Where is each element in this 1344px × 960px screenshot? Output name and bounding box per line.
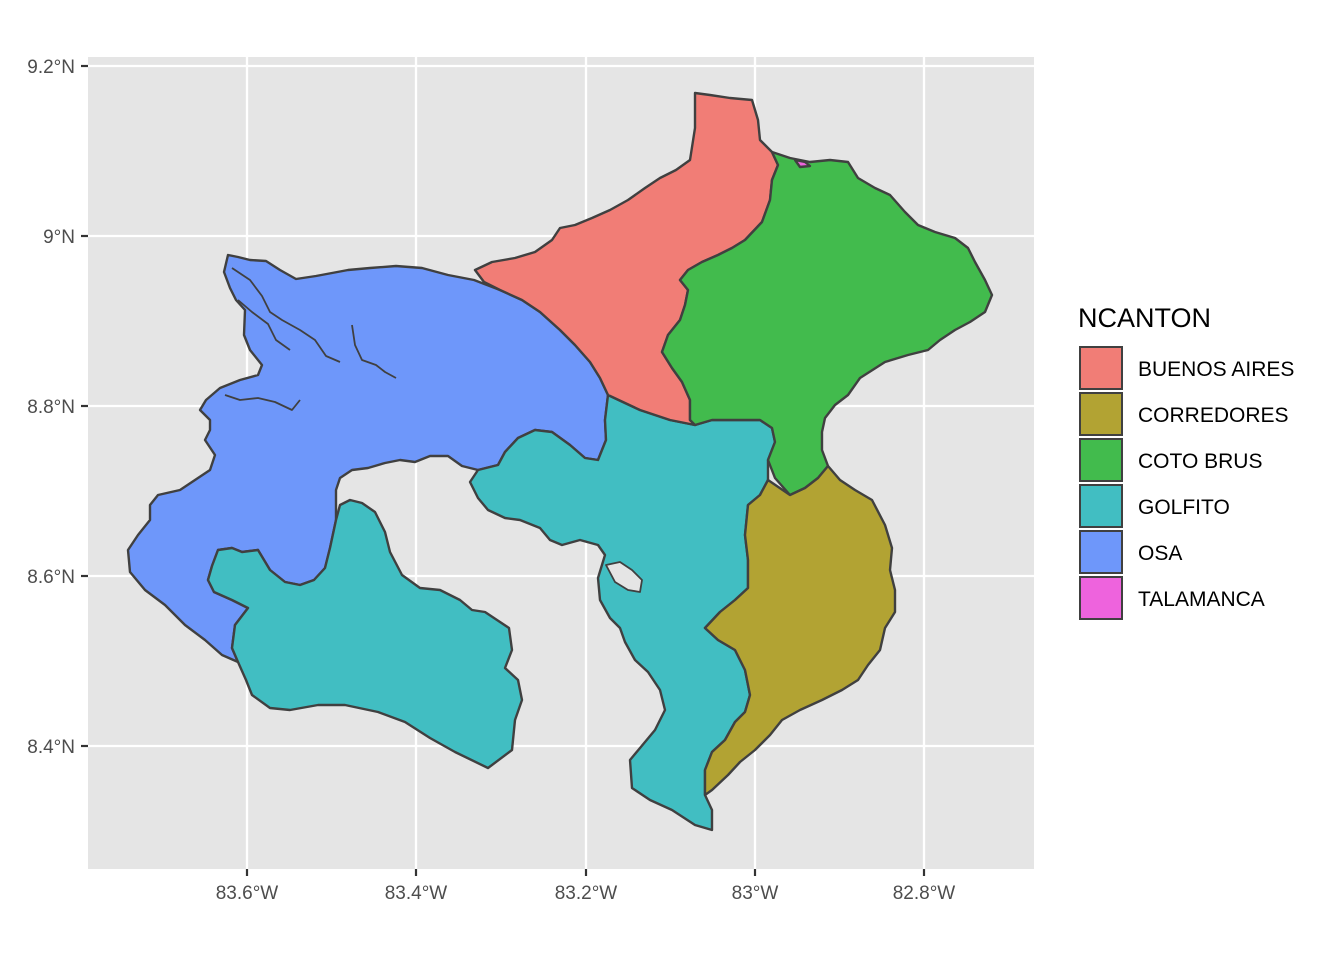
x-tick-label: 83.4°W — [385, 883, 448, 904]
y-tick-label: 8.4°N — [27, 737, 75, 758]
y-tick-label: 8.6°N — [27, 567, 75, 588]
legend-label: CORREDORES — [1138, 404, 1289, 427]
legend-key — [1079, 576, 1123, 620]
golfito-inlet-detail — [605, 561, 643, 593]
legend-key — [1079, 438, 1123, 482]
legend-label: COTO BRUS — [1138, 450, 1262, 473]
x-tick-label: 82.8°W — [893, 883, 956, 904]
legend-key — [1079, 530, 1123, 574]
legend: NCANTON BUENOS AIRES CORREDORES COTO BRU… — [1078, 303, 1294, 620]
region-talamanca[interactable] — [793, 158, 812, 169]
y-tick-label: 9°N — [43, 227, 75, 248]
legend-key — [1079, 484, 1123, 528]
y-tick-label: 9.2°N — [27, 57, 75, 78]
x-tick-label: 83.6°W — [216, 883, 279, 904]
legend-title: NCANTON — [1078, 303, 1211, 333]
x-tick-label: 83.2°W — [555, 883, 618, 904]
legend-label: BUENOS AIRES — [1138, 358, 1294, 381]
y-axis: 9.2°N 9°N 8.8°N 8.6°N 8.4°N — [27, 57, 75, 758]
legend-key — [1079, 392, 1123, 436]
region-golfito-peninsula[interactable] — [206, 498, 524, 770]
x-axis: 83.6°W 83.4°W 83.2°W 83°W 82.8°W — [216, 883, 956, 904]
osa-river-detail — [224, 267, 397, 411]
region-corredores[interactable] — [703, 464, 897, 797]
legend-label: GOLFITO — [1138, 496, 1230, 519]
legend-label: TALAMANCA — [1138, 588, 1265, 611]
axis-ticks — [81, 64, 926, 876]
x-tick-label: 83°W — [732, 883, 779, 904]
legend-label: OSA — [1138, 542, 1182, 565]
legend-key — [1079, 346, 1123, 390]
y-tick-label: 8.8°N — [27, 397, 75, 418]
